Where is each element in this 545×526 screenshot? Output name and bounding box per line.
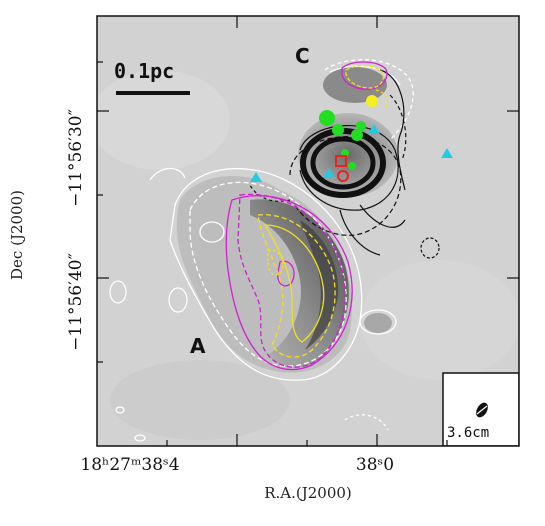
red-circle-marker bbox=[337, 170, 349, 182]
green-circle-marker bbox=[348, 162, 356, 170]
green-circle-marker bbox=[351, 129, 363, 141]
cyan-triangle-marker bbox=[250, 172, 262, 182]
yellow-contours bbox=[257, 65, 389, 358]
magenta-contours bbox=[225, 61, 388, 371]
axis-ticks bbox=[97, 16, 519, 446]
x-tick-label: 38ˢ0 bbox=[356, 455, 394, 475]
green-circle-marker bbox=[319, 110, 335, 126]
y-tick-label: −11°56′40″ bbox=[66, 253, 86, 351]
cyan-triangle-marker bbox=[323, 168, 335, 178]
beam-label: 3.6cm bbox=[447, 425, 489, 441]
markers bbox=[250, 95, 453, 182]
region-label-c: C bbox=[295, 44, 310, 68]
x-axis-title: R.A.(J2000) bbox=[264, 484, 352, 502]
cyan-triangle-marker bbox=[441, 148, 453, 158]
plot-frame bbox=[96, 15, 520, 447]
y-axis-title: Dec (J2000) bbox=[8, 190, 26, 280]
x-tick-label: 18ʰ27ᵐ38ˢ4 bbox=[80, 455, 179, 475]
red-square-marker bbox=[335, 155, 347, 167]
region-label-a: A bbox=[190, 334, 206, 358]
cyan-triangle-marker bbox=[368, 124, 380, 134]
yellow-circle-marker bbox=[366, 95, 378, 107]
green-circle-marker bbox=[356, 121, 366, 131]
map-image: C A 0.1pc 3.6cm bbox=[97, 16, 519, 446]
green-circle-marker bbox=[332, 124, 344, 136]
scale-bar-label: 0.1pc bbox=[114, 59, 174, 83]
white-contours bbox=[109, 59, 414, 442]
y-tick-label: −11°56′30″ bbox=[66, 109, 86, 207]
beam-box: 3.6cm bbox=[442, 372, 519, 446]
